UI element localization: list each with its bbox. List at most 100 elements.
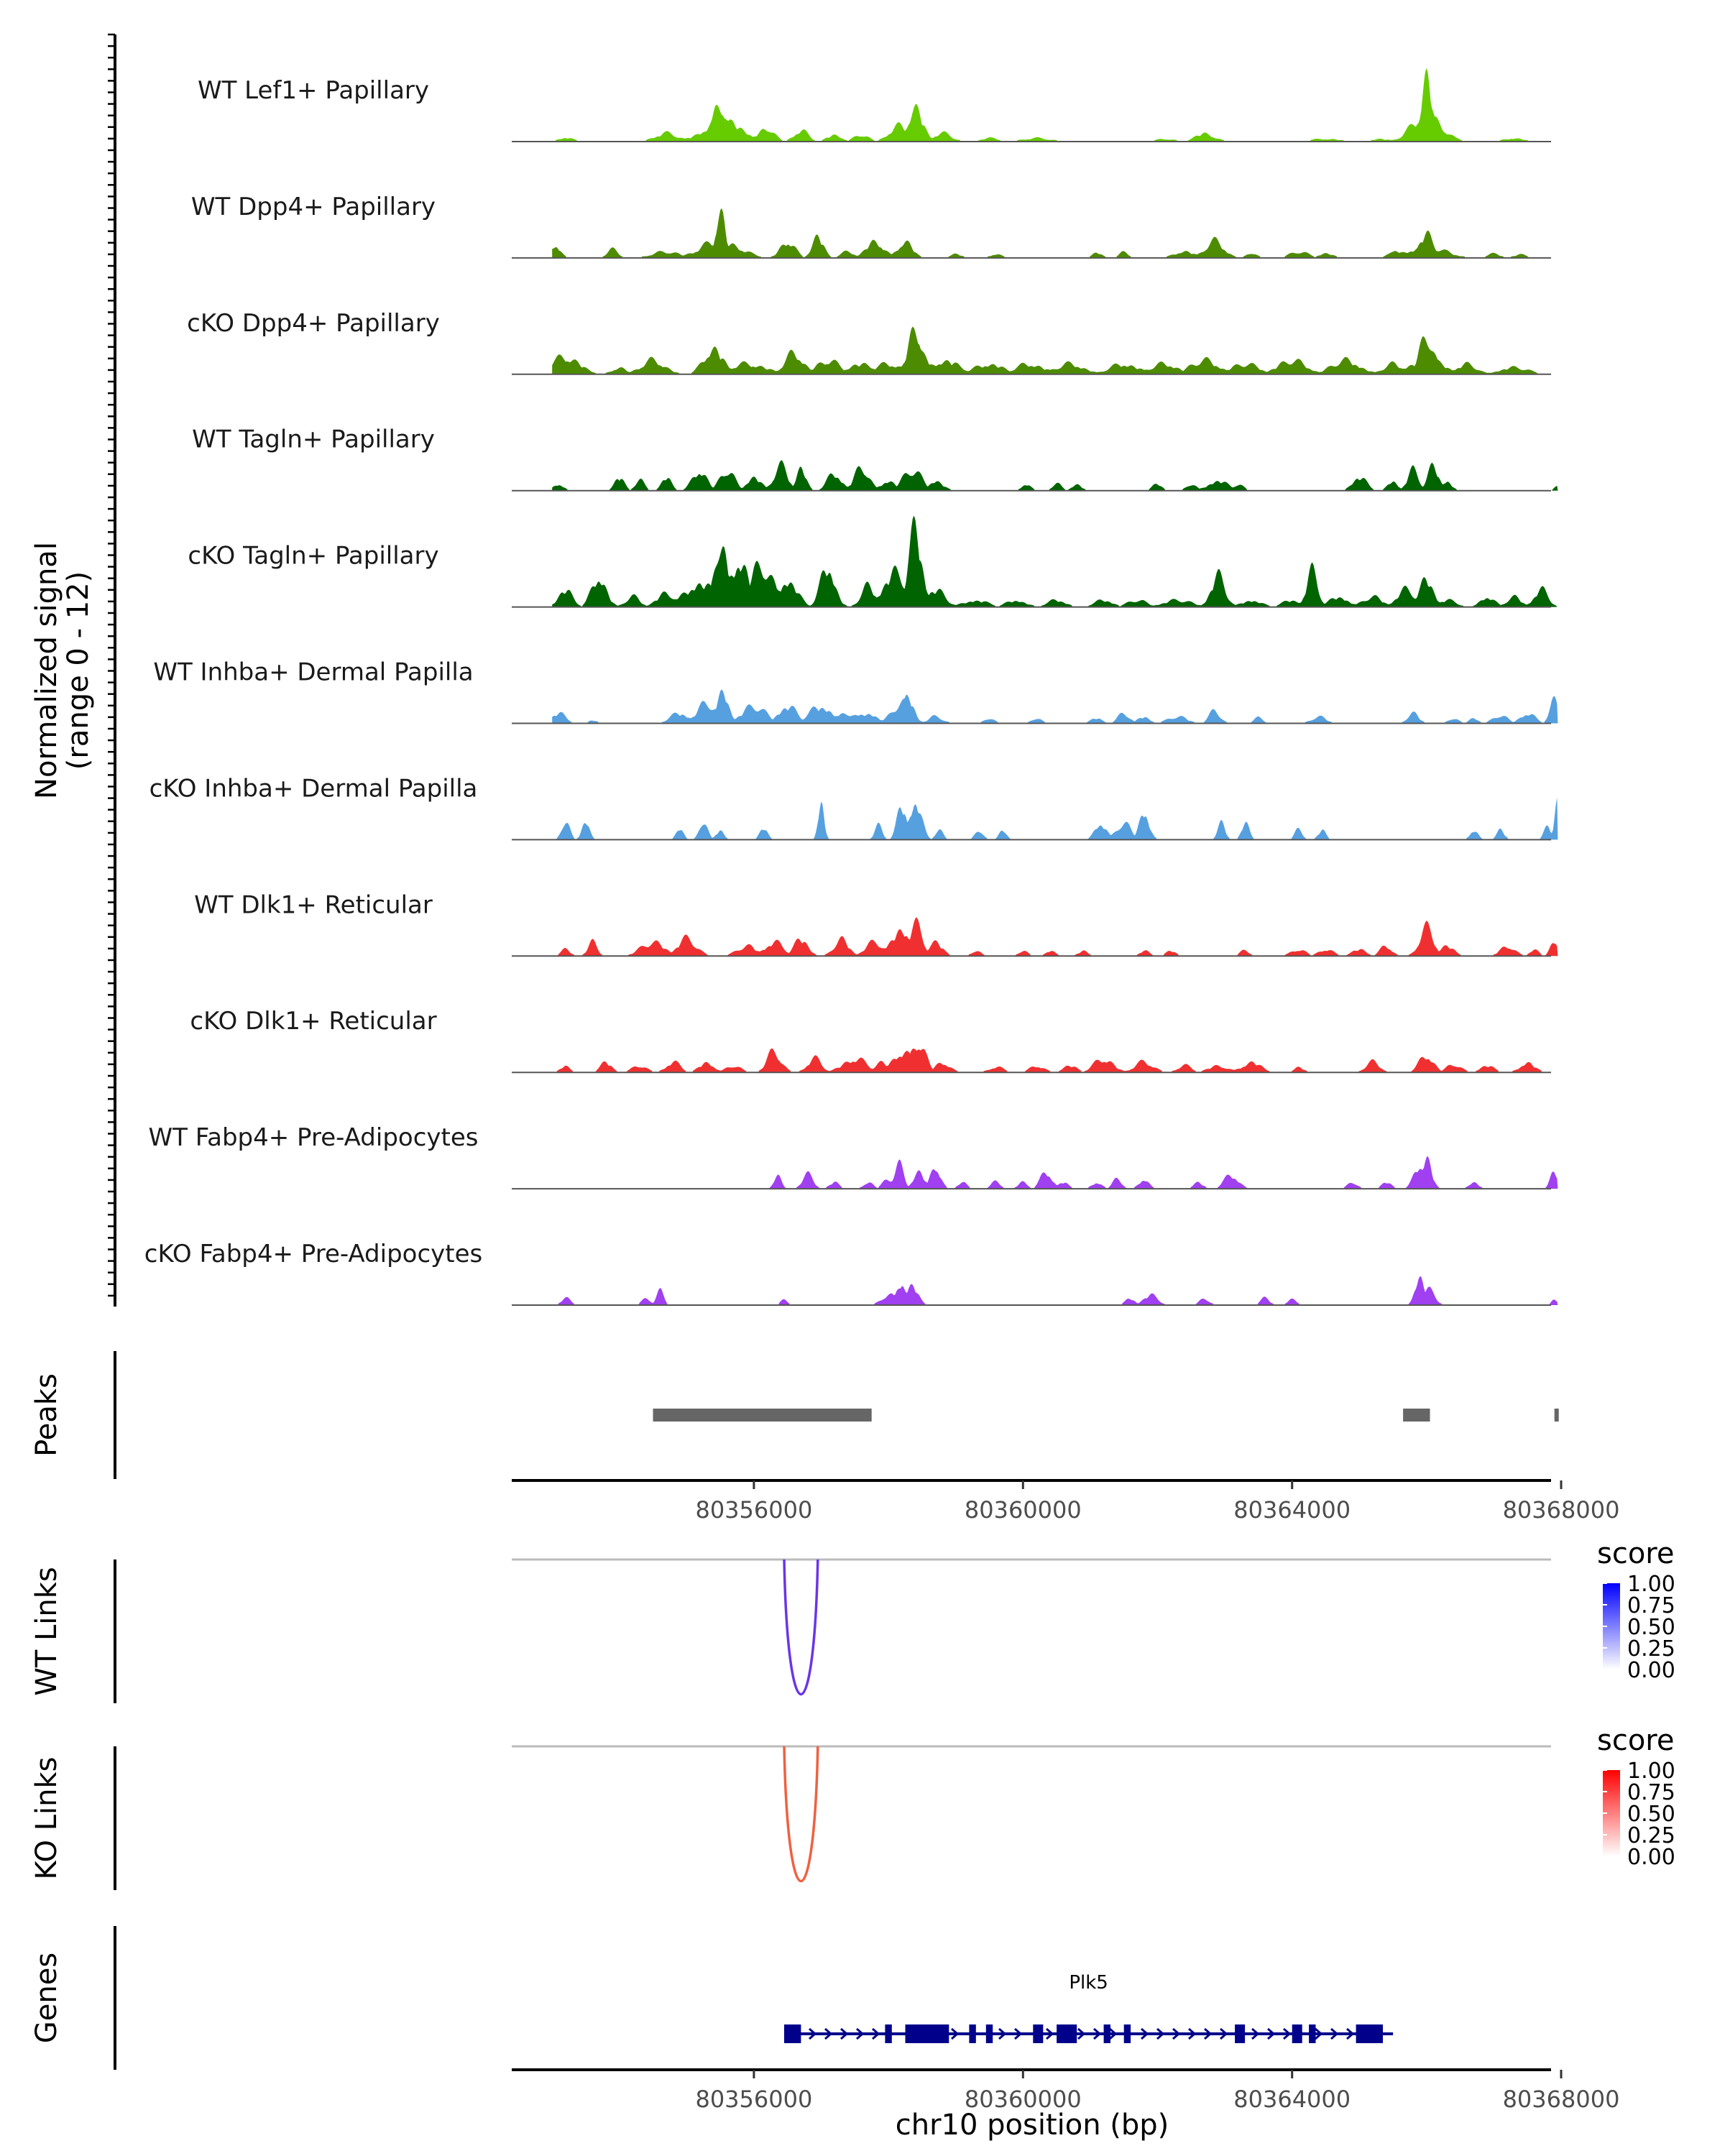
coverage-track: cKO Fabp4+ Pre-Adipocytes (144, 1240, 1558, 1306)
genes-track-label: Genes (30, 1953, 63, 2043)
coverage-track: cKO Dlk1+ Reticular (190, 1007, 1558, 1074)
link-track-label: WT Links (30, 1567, 63, 1695)
x-axis-top: 80356000 80360000 80364000 80368000 (512, 1479, 1620, 1524)
gene-strand-arrow (1330, 2027, 1339, 2040)
link-legend-label: 0.50 (1627, 1802, 1675, 1827)
coverage-track-label: cKO Dlk1+ Reticular (190, 1007, 436, 1036)
gene-strand-arrow (1220, 2027, 1228, 2040)
x-axis-top-tick-label: 80364000 (1233, 1496, 1351, 1524)
link-legend-label: 1.00 (1627, 1572, 1675, 1597)
gene-exon (1033, 2024, 1044, 2043)
link-arc (783, 1746, 819, 1883)
gene-exon (1235, 2024, 1246, 2043)
link-legend-title: score (1597, 1537, 1674, 1570)
gene-exon (1292, 2024, 1302, 2043)
gene-strand-arrow (1315, 2027, 1323, 2040)
gene-exon (784, 2024, 801, 2043)
coverage-track-signal (552, 917, 1558, 957)
gene-exon (905, 2024, 949, 2043)
gene-strand-arrow (1046, 2027, 1054, 2040)
gene-strand-arrow (1251, 2027, 1260, 2040)
gene-strand-arrow (1346, 2027, 1355, 2040)
x-axis-bottom-tick-label: 80368000 (1503, 2086, 1620, 2113)
peaks-track-label: Peaks (30, 1373, 63, 1457)
gene-exon (985, 2024, 993, 2043)
x-axis-top-tick-label: 80368000 (1503, 1496, 1620, 1524)
x-axis-title: chr10 position (bp) (896, 2109, 1169, 2142)
link-track-label: KO Links (30, 1757, 63, 1880)
coverage-y-axis-title-line1: Normalized signal (30, 542, 63, 799)
link-legend-label: 0.75 (1627, 1780, 1675, 1805)
link-legend-label: 1.00 (1627, 1759, 1675, 1784)
peak-region (653, 1409, 872, 1422)
gene-exon (885, 2024, 892, 2043)
gene-strand-arrow (998, 2027, 1007, 2040)
gene-strand-arrow (1141, 2027, 1149, 2040)
coverage-y-axis-title-line2: (range 0 - 12) (62, 571, 95, 770)
coverage-track-label: cKO Fabp4+ Pre-Adipocytes (144, 1240, 483, 1268)
x-axis-bottom-tick-label: 80364000 (1233, 2086, 1351, 2113)
coverage-track-label: WT Lef1+ Papillary (198, 76, 429, 105)
coverage-track-label: WT Dlk1+ Reticular (194, 890, 433, 919)
link-legend-label: 0.50 (1627, 1615, 1675, 1640)
peaks-panel: Peaks (30, 1351, 1559, 1479)
gene-strand-arrow (1204, 2027, 1213, 2040)
gene-strand-arrow (1188, 2027, 1197, 2040)
gene-strand-arrow (1172, 2027, 1181, 2040)
link-legend-title: score (1597, 1724, 1674, 1757)
gene-exon (1309, 2024, 1316, 2043)
coverage-track-label: WT Dpp4+ Papillary (191, 193, 436, 221)
coverage-track-label: WT Inhba+ Dermal Papilla (153, 658, 473, 687)
coverage-track-signal (552, 1276, 1558, 1305)
coverage-track-label: cKO Dpp4+ Papillary (187, 309, 440, 338)
link-legend-label: 0.00 (1627, 1845, 1675, 1870)
x-axis-bottom-tick-label: 80356000 (695, 2086, 812, 2113)
coverage-track: cKO Tagln+ Papillary (188, 515, 1558, 608)
peak-region (1403, 1409, 1430, 1422)
gene-strand-arrow (856, 2027, 865, 2040)
gene-strand-arrow (824, 2027, 833, 2040)
coverage-track: WT Dlk1+ Reticular (194, 890, 1558, 957)
coverage-track: cKO Inhba+ Dermal Papilla (150, 774, 1558, 841)
link-legend-label: 0.25 (1627, 1636, 1675, 1662)
gene-exon (1356, 2024, 1383, 2043)
coverage-track: WT Dpp4+ Papillary (191, 193, 1558, 259)
link-arc (783, 1559, 819, 1696)
gene-model: Plk5 (784, 1972, 1394, 2043)
coverage-track-signal (552, 1048, 1558, 1073)
coverage-track-signal (552, 515, 1558, 607)
link-legend-label: 0.25 (1627, 1823, 1675, 1848)
gene-strand-arrow (1077, 2027, 1086, 2040)
gene-exon (1103, 2024, 1110, 2043)
coverage-track-label: WT Tagln+ Papillary (192, 425, 435, 454)
coverage-track-signal (552, 689, 1558, 724)
gene-exon (1057, 2024, 1077, 2043)
coverage-track-label: WT Fabp4+ Pre-Adipocytes (149, 1123, 479, 1152)
coverage-track-signal (552, 208, 1558, 258)
coverage-track-signal (552, 1156, 1558, 1189)
gene-strand-arrow (1267, 2027, 1276, 2040)
coverage-track: WT Inhba+ Dermal Papilla (153, 658, 1558, 724)
coverage-track-signal (552, 460, 1558, 491)
coverage-track-signal (552, 797, 1558, 840)
x-axis-top-tick-label: 80360000 (965, 1496, 1082, 1524)
gene-strand-arrow (840, 2027, 849, 2040)
x-axis-bottom-tick-label: 80360000 (965, 2086, 1082, 2113)
link-legend-label: 0.00 (1627, 1658, 1675, 1683)
coverage-track: WT Fabp4+ Pre-Adipocytes (149, 1123, 1558, 1190)
x-axis-bottom: 80356000 80360000 80364000 80368000 (512, 2068, 1620, 2113)
gene-strand-arrow (809, 2027, 817, 2040)
genes-panel: Genes Plk5 (30, 1926, 1394, 2070)
gene-name-label: Plk5 (1069, 1972, 1108, 1994)
x-axis-top-tick-label: 80356000 (695, 1496, 812, 1524)
coverage-track: cKO Dpp4+ Papillary (187, 309, 1558, 375)
coverage-track-signal (552, 326, 1558, 374)
gene-strand-arrow (951, 2027, 960, 2040)
gene-exon (969, 2024, 976, 2043)
gene-strand-arrow (872, 2027, 880, 2040)
peak-region (1554, 1409, 1559, 1422)
link-legend-label: 0.75 (1627, 1593, 1675, 1618)
